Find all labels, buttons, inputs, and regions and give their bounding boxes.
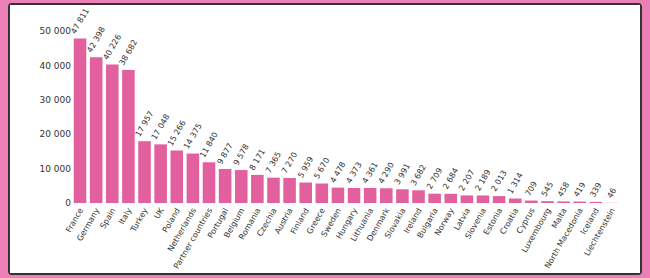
svg-text:Denmark: Denmark [365,206,391,243]
svg-text:30 000: 30 000 [40,95,72,105]
svg-text:4 290: 4 290 [377,161,396,185]
svg-text:17 957: 17 957 [134,109,156,138]
svg-text:9 877: 9 877 [215,142,234,166]
svg-text:Lithuania: Lithuania [349,206,375,243]
svg-text:40 226: 40 226 [101,33,123,62]
svg-text:Romania: Romania [237,206,262,241]
svg-text:France: France [64,206,85,234]
svg-text:Netherlands: Netherlands [166,207,198,254]
svg-text:5 959: 5 959 [296,155,315,179]
svg-text:4 361: 4 361 [361,161,380,185]
svg-text:Estonia: Estonia [482,206,505,236]
svg-text:458: 458 [556,181,571,199]
svg-text:545: 545 [540,180,555,198]
svg-text:Sweden: Sweden [320,207,344,239]
svg-text:Bulgaria: Bulgaria [415,206,439,239]
svg-text:Malta: Malta [550,206,569,230]
svg-text:Finland: Finland [289,207,311,236]
svg-text:4 373: 4 373 [344,161,363,185]
svg-text:Latvia: Latvia [452,206,472,232]
svg-text:Belgium: Belgium [222,206,246,239]
svg-text:2 013: 2 013 [489,169,508,193]
svg-text:Germany: Germany [75,206,101,243]
svg-text:Slovakia: Slovakia [383,206,408,240]
svg-text:40 000: 40 000 [40,61,72,71]
svg-text:419: 419 [572,181,587,199]
svg-text:Liechtenstein: Liechtenstein [582,207,617,258]
svg-text:Spain: Spain [99,207,118,231]
svg-text:Austria: Austria [273,206,295,235]
svg-text:10 000: 10 000 [40,164,72,174]
svg-text:Luxembourg: Luxembourg [520,207,553,255]
svg-text:Hungary: Hungary [334,206,359,240]
svg-text:Norway: Norway [433,206,456,237]
svg-text:UK: UK [152,206,166,221]
svg-text:709: 709 [524,180,539,198]
svg-text:Ireland: Ireland [402,207,424,235]
svg-text:Greece: Greece [305,206,327,235]
svg-text:7 365: 7 365 [264,150,283,174]
svg-text:46: 46 [606,187,619,200]
svg-text:2 189: 2 189 [473,168,492,192]
svg-text:Slovenia: Slovenia [463,206,488,240]
svg-text:Portugal: Portugal [206,207,230,240]
svg-text:3 991: 3 991 [393,162,412,186]
svg-text:38 682: 38 682 [118,38,140,67]
svg-text:9 578: 9 578 [232,143,251,167]
svg-text:Italy: Italy [117,206,134,226]
svg-text:Cyprus: Cyprus [515,207,537,236]
svg-text:11 840: 11 840 [198,131,220,160]
svg-text:17 048: 17 048 [150,113,172,142]
svg-text:Czechia: Czechia [255,206,278,238]
svg-text:15 266: 15 266 [166,119,188,148]
svg-text:Poland: Poland [161,207,182,235]
svg-text:Turkey: Turkey [128,206,149,234]
svg-text:7 270: 7 270 [280,151,299,175]
svg-text:Croatia: Croatia [498,206,520,235]
svg-text:4 478: 4 478 [328,160,347,184]
svg-text:50 000: 50 000 [40,26,72,36]
svg-text:42 398: 42 398 [85,25,107,54]
svg-text:2 207: 2 207 [457,168,476,192]
svg-text:47 811: 47 811 [69,7,91,36]
svg-text:3 682: 3 682 [409,163,428,187]
svg-text:0: 0 [65,198,71,208]
svg-text:1 314: 1 314 [506,171,525,195]
svg-text:North Macedonia: North Macedonia [543,206,585,270]
svg-text:20 000: 20 000 [40,129,72,139]
svg-text:2 684: 2 684 [441,166,460,190]
svg-text:339: 339 [588,181,603,199]
svg-text:5 670: 5 670 [312,156,331,180]
svg-text:14 375: 14 375 [182,122,204,151]
svg-text:Iceland: Iceland [579,207,601,237]
svg-text:2 709: 2 709 [425,166,444,190]
svg-text:8 171: 8 171 [248,148,267,172]
svg-text:Partner countries: Partner countries [172,207,214,271]
